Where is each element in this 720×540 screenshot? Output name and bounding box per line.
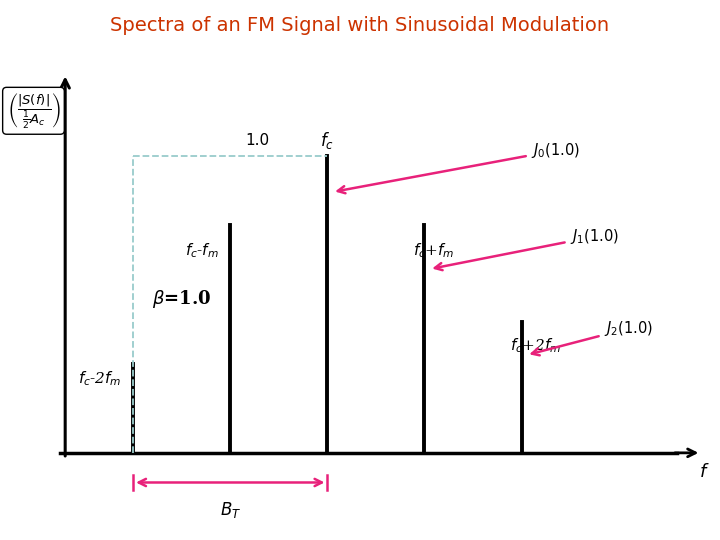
Text: Spectra of an FM Signal with Sinusoidal Modulation: Spectra of an FM Signal with Sinusoidal …	[110, 16, 610, 35]
Text: $f_c$+$f_m$: $f_c$+$f_m$	[413, 241, 454, 260]
Text: $B_T$: $B_T$	[220, 500, 241, 520]
Text: $J_1(1.0)$: $J_1(1.0)$	[435, 227, 619, 270]
Text: $f$: $f$	[699, 463, 709, 481]
Text: $f_c$-$f_m$: $f_c$-$f_m$	[185, 241, 219, 260]
Text: $\left(\dfrac{|S(f)|}{\frac{1}{2}A_c}\right)$: $\left(\dfrac{|S(f)|}{\frac{1}{2}A_c}\ri…	[6, 91, 60, 130]
Text: $f_c$: $f_c$	[320, 130, 334, 151]
Text: 1.0: 1.0	[245, 133, 269, 147]
Text: $J_2(1.0)$: $J_2(1.0)$	[532, 319, 653, 355]
Text: $f_c$-2$f_m$: $f_c$-2$f_m$	[78, 369, 122, 388]
Text: $\beta$=1.0: $\beta$=1.0	[152, 288, 211, 310]
Text: $J_0(1.0)$: $J_0(1.0)$	[338, 141, 580, 193]
Text: $f_c$+2$f_m$: $f_c$+2$f_m$	[510, 336, 561, 355]
